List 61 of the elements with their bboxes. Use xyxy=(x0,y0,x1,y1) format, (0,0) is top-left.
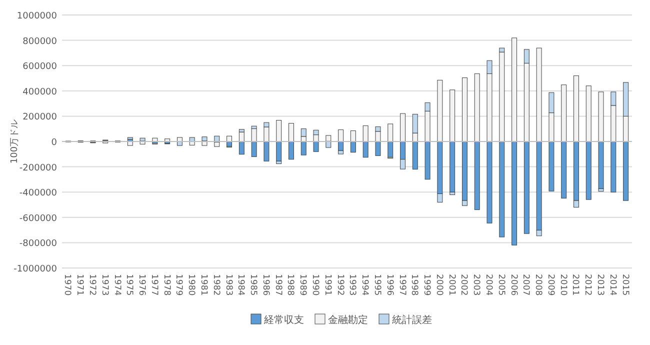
x-tick-label: 1995 xyxy=(372,274,382,296)
x-tick-label: 1980 xyxy=(186,274,196,296)
x-tick-label: 1979 xyxy=(174,274,184,296)
x-tick-label: 1985 xyxy=(248,274,258,296)
x-tick-label: 1991 xyxy=(322,274,332,296)
y-tick-label: -400000 xyxy=(19,188,58,199)
x-tick-label: 1999 xyxy=(422,274,432,296)
x-tick-label: 2001 xyxy=(446,274,456,296)
x-tick-label: 1989 xyxy=(298,274,308,296)
x-tick-label: 1981 xyxy=(198,274,208,296)
legend-label: 経常収支 xyxy=(263,314,304,326)
y-tick-label: -800000 xyxy=(19,239,58,250)
x-tick-label: 1971 xyxy=(74,274,85,296)
y-axis-title: 100万ドル xyxy=(10,119,20,164)
x-tick-label: 1972 xyxy=(86,274,97,296)
x-tick-label: 1992 xyxy=(334,274,345,296)
x-tick-label: 1983 xyxy=(223,274,234,296)
x-tick-label: 2010 xyxy=(558,274,568,296)
y-tick-label: -200000 xyxy=(19,163,58,174)
x-tick-label: 2003 xyxy=(471,274,482,296)
x-tick-label: 1978 xyxy=(161,274,172,296)
x-tick-label: 2014 xyxy=(607,274,618,296)
y-tick-label: 200000 xyxy=(22,112,58,123)
legend-label: 統計誤差 xyxy=(392,314,432,326)
x-tick-label: 2012 xyxy=(582,274,593,296)
y-tick-label: 400000 xyxy=(22,87,58,98)
x-tick-label: 1975 xyxy=(124,274,134,296)
x-tick-label: 2004 xyxy=(484,274,494,296)
x-tick-label: 1996 xyxy=(384,274,394,296)
x-tick-label: 1977 xyxy=(148,274,159,296)
x-tick-label: 1986 xyxy=(260,274,270,296)
x-tick-label: 1997 xyxy=(396,274,407,296)
x-tick-label: 1993 xyxy=(347,274,358,296)
x-tick-label: 2011 xyxy=(570,274,580,296)
y-tick-label: -600000 xyxy=(19,214,58,224)
x-tick-label: 1987 xyxy=(272,274,283,296)
x-tick-label: 2006 xyxy=(508,274,518,296)
x-tick-label: 1970 xyxy=(62,274,72,296)
x-tick-label: 1998 xyxy=(409,274,420,296)
x-tick-label: 1984 xyxy=(236,274,246,296)
x-tick-label: 1994 xyxy=(360,274,370,296)
x-tick-label: 2002 xyxy=(458,274,469,296)
x-tick-label: 2008 xyxy=(533,274,544,296)
x-tick-label: 2005 xyxy=(496,274,506,296)
y-tick-label: 1000000 xyxy=(16,12,58,22)
x-tick-label: 1973 xyxy=(99,274,110,296)
y-tick-label: 0 xyxy=(51,138,58,148)
x-tick-label: 2007 xyxy=(520,274,531,296)
x-tick-label: 1988 xyxy=(285,274,296,296)
x-tick-label: 1974 xyxy=(112,274,122,296)
y-tick-label: 800000 xyxy=(22,36,58,47)
x-tick-label: 2000 xyxy=(434,274,444,296)
legend-label: 金融勘定 xyxy=(328,314,368,326)
x-tick-label: 2009 xyxy=(545,274,556,296)
x-tick-label: 2015 xyxy=(620,274,630,296)
x-tick-label: 1982 xyxy=(210,274,221,296)
y-tick-label: 600000 xyxy=(22,62,58,72)
y-tick-label: -1000000 xyxy=(14,264,58,274)
x-tick-label: 1990 xyxy=(310,274,320,296)
x-tick-label: 2013 xyxy=(595,274,606,296)
x-tick-label: 1976 xyxy=(136,274,147,296)
